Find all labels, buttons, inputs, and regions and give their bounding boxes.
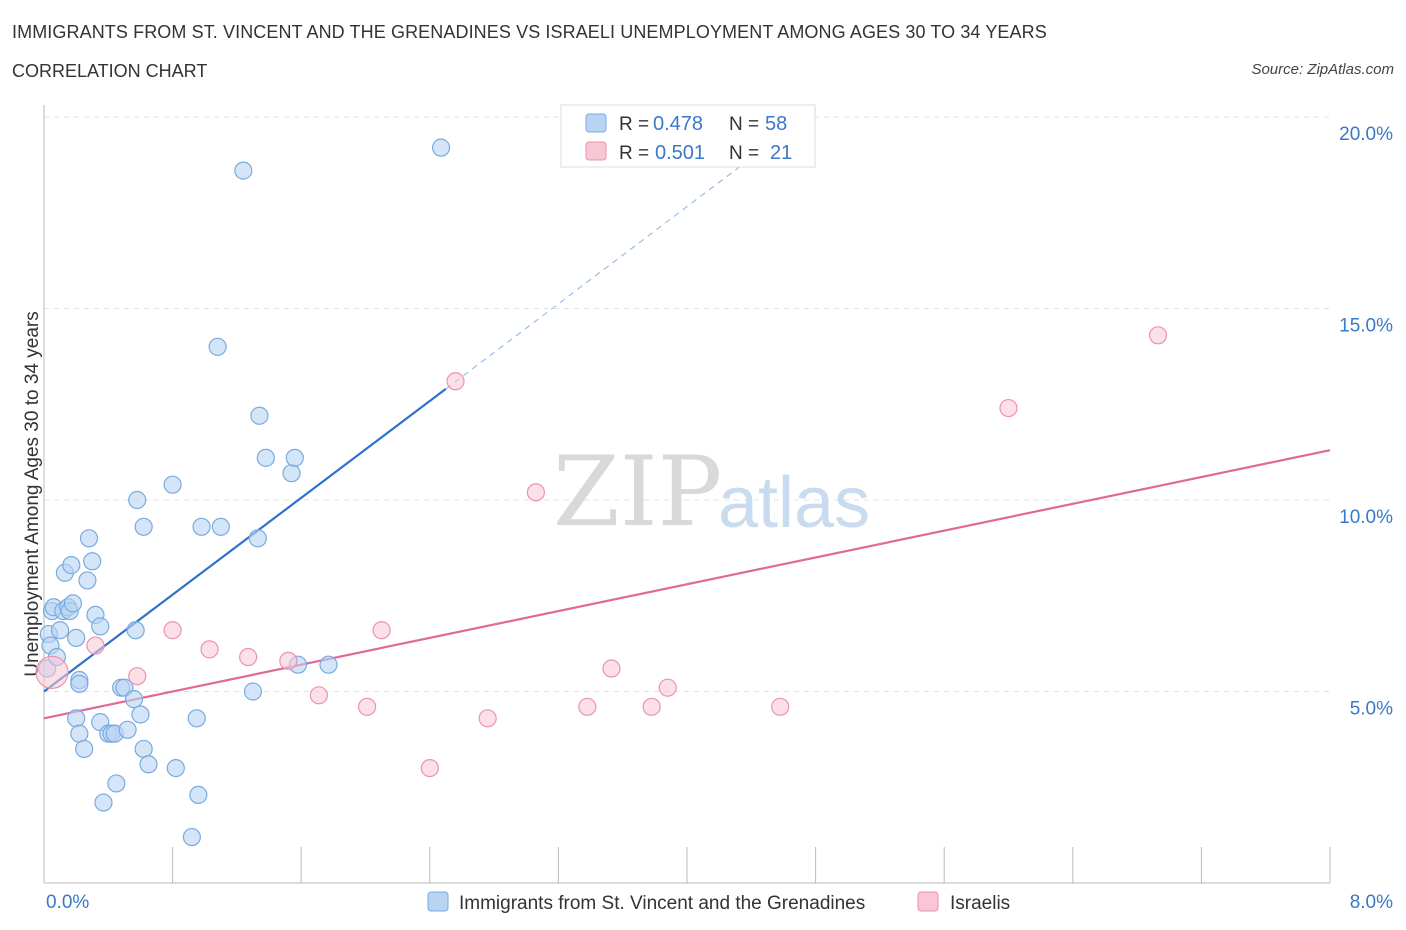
point-immigrants [189,785,208,805]
point-immigrants [70,724,89,743]
trend-line-immigrants [43,388,447,693]
y-tick-label: 10.0% [1339,507,1393,528]
legend-n-value-1: 58 [765,113,787,135]
point-israelis [602,659,621,678]
point-immigrants [166,758,185,778]
point-immigrants [118,720,137,739]
x-tick-labels: 0.0% 8.0% [46,892,1393,913]
point-israelis [478,709,497,728]
point-immigrants [107,774,126,793]
point-immigrants [282,464,301,483]
point-immigrants [208,337,227,356]
point-immigrants [250,406,269,425]
legend-r-value-1: 0.478 [653,113,703,135]
point-israelis [642,697,661,716]
point-immigrants [70,674,89,693]
point-immigrants [211,517,230,536]
point-immigrants [134,739,153,759]
point-israelis [163,621,182,640]
point-immigrants [431,138,451,157]
point-israelis [771,697,790,716]
point-immigrants [285,448,304,467]
series-israelis-points [35,326,1168,778]
point-immigrants [124,690,144,709]
point-immigrants [78,571,97,590]
legend-bottom-swatch-pink [917,891,939,912]
y-tick-label: 5.0% [1350,699,1393,720]
watermark-zip: ZIP [553,436,722,548]
point-israelis [526,483,545,502]
point-israelis [239,647,258,667]
legend-bottom-label-israelis: Israelis [950,893,1010,914]
series-legend: Immigrants from St. Vincent and the Gren… [427,891,1010,914]
axes [43,105,1331,884]
point-israelis [578,697,597,716]
source-credit: Source: ZipAtlas.com [1251,61,1394,78]
x-tick-label: 8.0% [1350,892,1393,913]
legend-n-label-2: N = [729,143,759,164]
point-immigrants [67,709,86,728]
point-immigrants [187,709,206,728]
trend-lines [43,108,1331,720]
legend-r-value-2: 0.501 [655,142,705,164]
point-immigrants [163,475,182,494]
watermark-atlas: atlas [718,463,870,543]
point-immigrants [192,517,211,536]
grid-lines [44,116,1330,692]
point-israelis [420,758,439,778]
y-tick-label: 15.0% [1339,316,1393,337]
watermark: ZIP atlas [553,436,870,548]
point-immigrants [319,655,338,674]
point-israelis [658,678,677,697]
point-immigrants [234,161,253,180]
y-axis-label: Unemployment Among Ages 30 to 34 years [22,311,43,676]
point-immigrants [243,682,263,701]
point-immigrants [182,827,201,847]
point-israelis [200,640,219,659]
legend-n-value-2: 21 [770,142,792,164]
legend-r-label-1: R = [619,114,649,135]
x-tick-label: 0.0% [46,892,89,913]
legend-swatch-blue [585,113,607,133]
point-immigrants [63,594,83,613]
trend-line-israelis [43,449,1331,720]
series-immigrants-points [38,138,451,847]
legend-bottom-label-immigrants: Immigrants from St. Vincent and the Gren… [459,893,865,914]
point-israelis [999,398,1018,418]
point-immigrants [83,552,102,571]
y-tick-label: 20.0% [1339,124,1393,145]
point-immigrants [75,739,94,759]
point-israelis [86,636,105,655]
legend-swatch-pink [585,141,607,161]
legend-bottom-swatch-blue [427,891,449,912]
point-israelis [358,697,377,716]
legend-n-label-1: N = [729,114,759,135]
point-immigrants [128,490,147,510]
point-israelis [1148,326,1168,345]
point-immigrants [50,621,70,640]
point-immigrants [91,617,110,636]
point-immigrants [256,448,275,467]
point-israelis [279,651,298,670]
point-immigrants [131,705,150,724]
y-tick-labels: 5.0% 10.0% 15.0% 20.0% [1339,124,1393,720]
stats-legend: R = 0.478 N = 58 R = 0.501 N = 21 [560,104,816,168]
point-israelis [128,667,147,686]
legend-r-label-2: R = [619,143,649,164]
point-immigrants [248,529,267,548]
chart-title: IMMIGRANTS FROM ST. VINCENT AND THE GREN… [12,22,1047,42]
point-immigrants [94,793,113,812]
point-immigrants [139,755,158,774]
point-immigrants [62,556,81,575]
point-immigrants [126,621,145,640]
point-israelis [309,686,328,705]
point-immigrants [134,517,153,536]
point-israelis [35,655,69,689]
chart-subtitle: CORRELATION CHART [12,61,208,81]
point-immigrants [67,628,86,647]
point-israelis [372,621,391,640]
point-israelis [446,372,465,391]
point-immigrants [79,529,99,548]
